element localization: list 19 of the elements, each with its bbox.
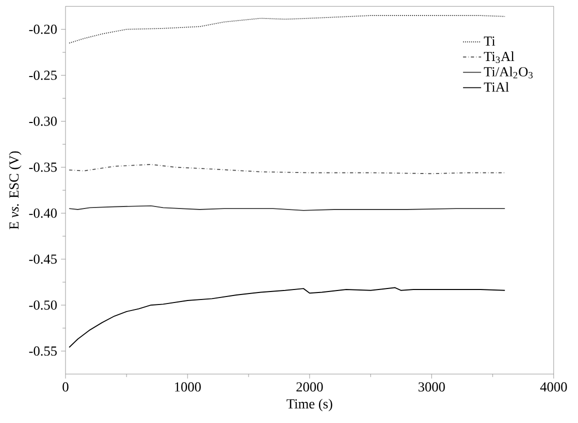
y-tick-label: -0.45	[29, 254, 57, 264]
x-tick-label: 2000	[296, 382, 323, 392]
y-tick-label: -0.40	[29, 208, 57, 218]
y-tick-label: -0.25	[29, 70, 57, 80]
y-tick-label: -0.50	[29, 300, 57, 310]
legend-label: Ti	[484, 36, 496, 46]
x-tick-label: 3000	[418, 382, 445, 392]
y-tick-label: -0.30	[29, 116, 57, 126]
legend-label: TiAl	[484, 82, 509, 92]
x-axis-title: Time (s)	[286, 398, 332, 412]
x-tick-label: 4000	[540, 382, 567, 392]
y-tick-label: -0.55	[29, 346, 57, 356]
legend-label: Ti/Al$_{2}$O$_{3}$	[484, 66, 533, 79]
y-tick-label: -0.35	[29, 162, 57, 172]
x-tick-label: 1000	[175, 382, 201, 392]
legend-label: Ti$_{3}$Al	[484, 52, 514, 64]
y-axis-title: E vs. ESC (V)	[8, 151, 22, 230]
x-tick-label: 0	[62, 382, 68, 392]
y-tick-label: -0.20	[29, 24, 57, 34]
